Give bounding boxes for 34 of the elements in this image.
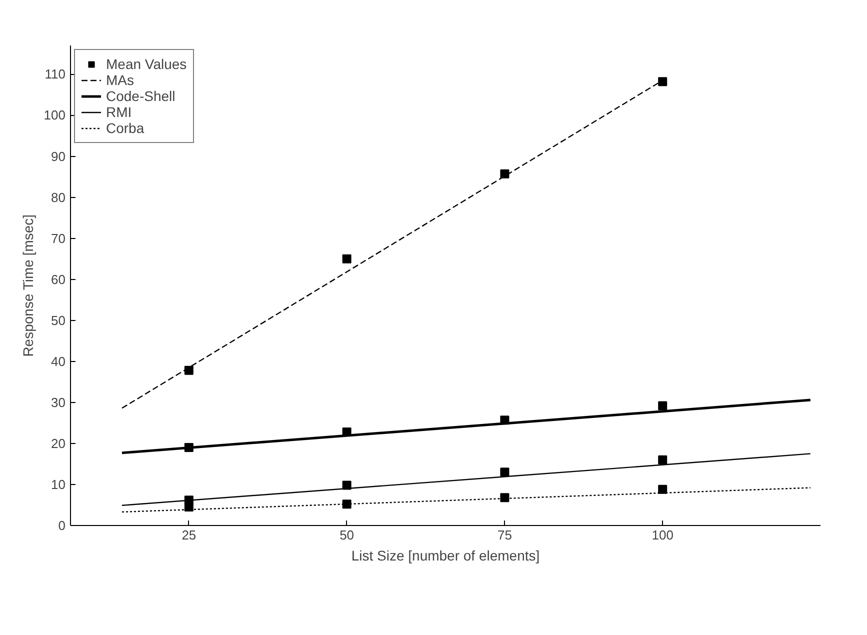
point (184, 502, 194, 512)
x-axis-title: List Size [number of elements] (351, 548, 540, 564)
point (658, 77, 668, 86)
point (500, 169, 510, 178)
y-tick-label: 30 (51, 394, 66, 410)
x-tick-label: 50 (340, 528, 354, 542)
y-tick-label: 110 (44, 66, 66, 82)
y-tick-label: 20 (51, 436, 66, 451)
y-axis-title: Response Time [msec] (20, 214, 36, 357)
point (342, 500, 352, 509)
x-tick-label: 25 (182, 528, 196, 542)
x-tick-label: 100 (652, 528, 674, 542)
legend-label: Corba (106, 120, 144, 136)
point (184, 366, 194, 375)
y-tick-label: 50 (51, 312, 66, 328)
legend-label: RMI (106, 104, 132, 120)
y-tick-label: 70 (51, 230, 66, 246)
y-tick-label: 100 (44, 108, 66, 123)
y-tick-label: 10 (51, 476, 66, 492)
point (342, 254, 352, 264)
point (658, 484, 668, 494)
point (500, 493, 510, 502)
y-tick-label: 0 (58, 518, 66, 533)
y-tick-label: 40 (51, 354, 66, 369)
y-tick-label: 80 (51, 190, 66, 205)
point (658, 455, 668, 464)
y-tick-label: 90 (51, 148, 66, 164)
point (500, 468, 510, 477)
legend-label: Code-Shell (106, 88, 176, 104)
legend-label: MAs (106, 72, 134, 88)
point (658, 401, 668, 410)
legend-label: Mean Values (106, 56, 187, 72)
x-tick-label: 75 (497, 528, 512, 542)
y-tick-label: 60 (51, 272, 66, 287)
